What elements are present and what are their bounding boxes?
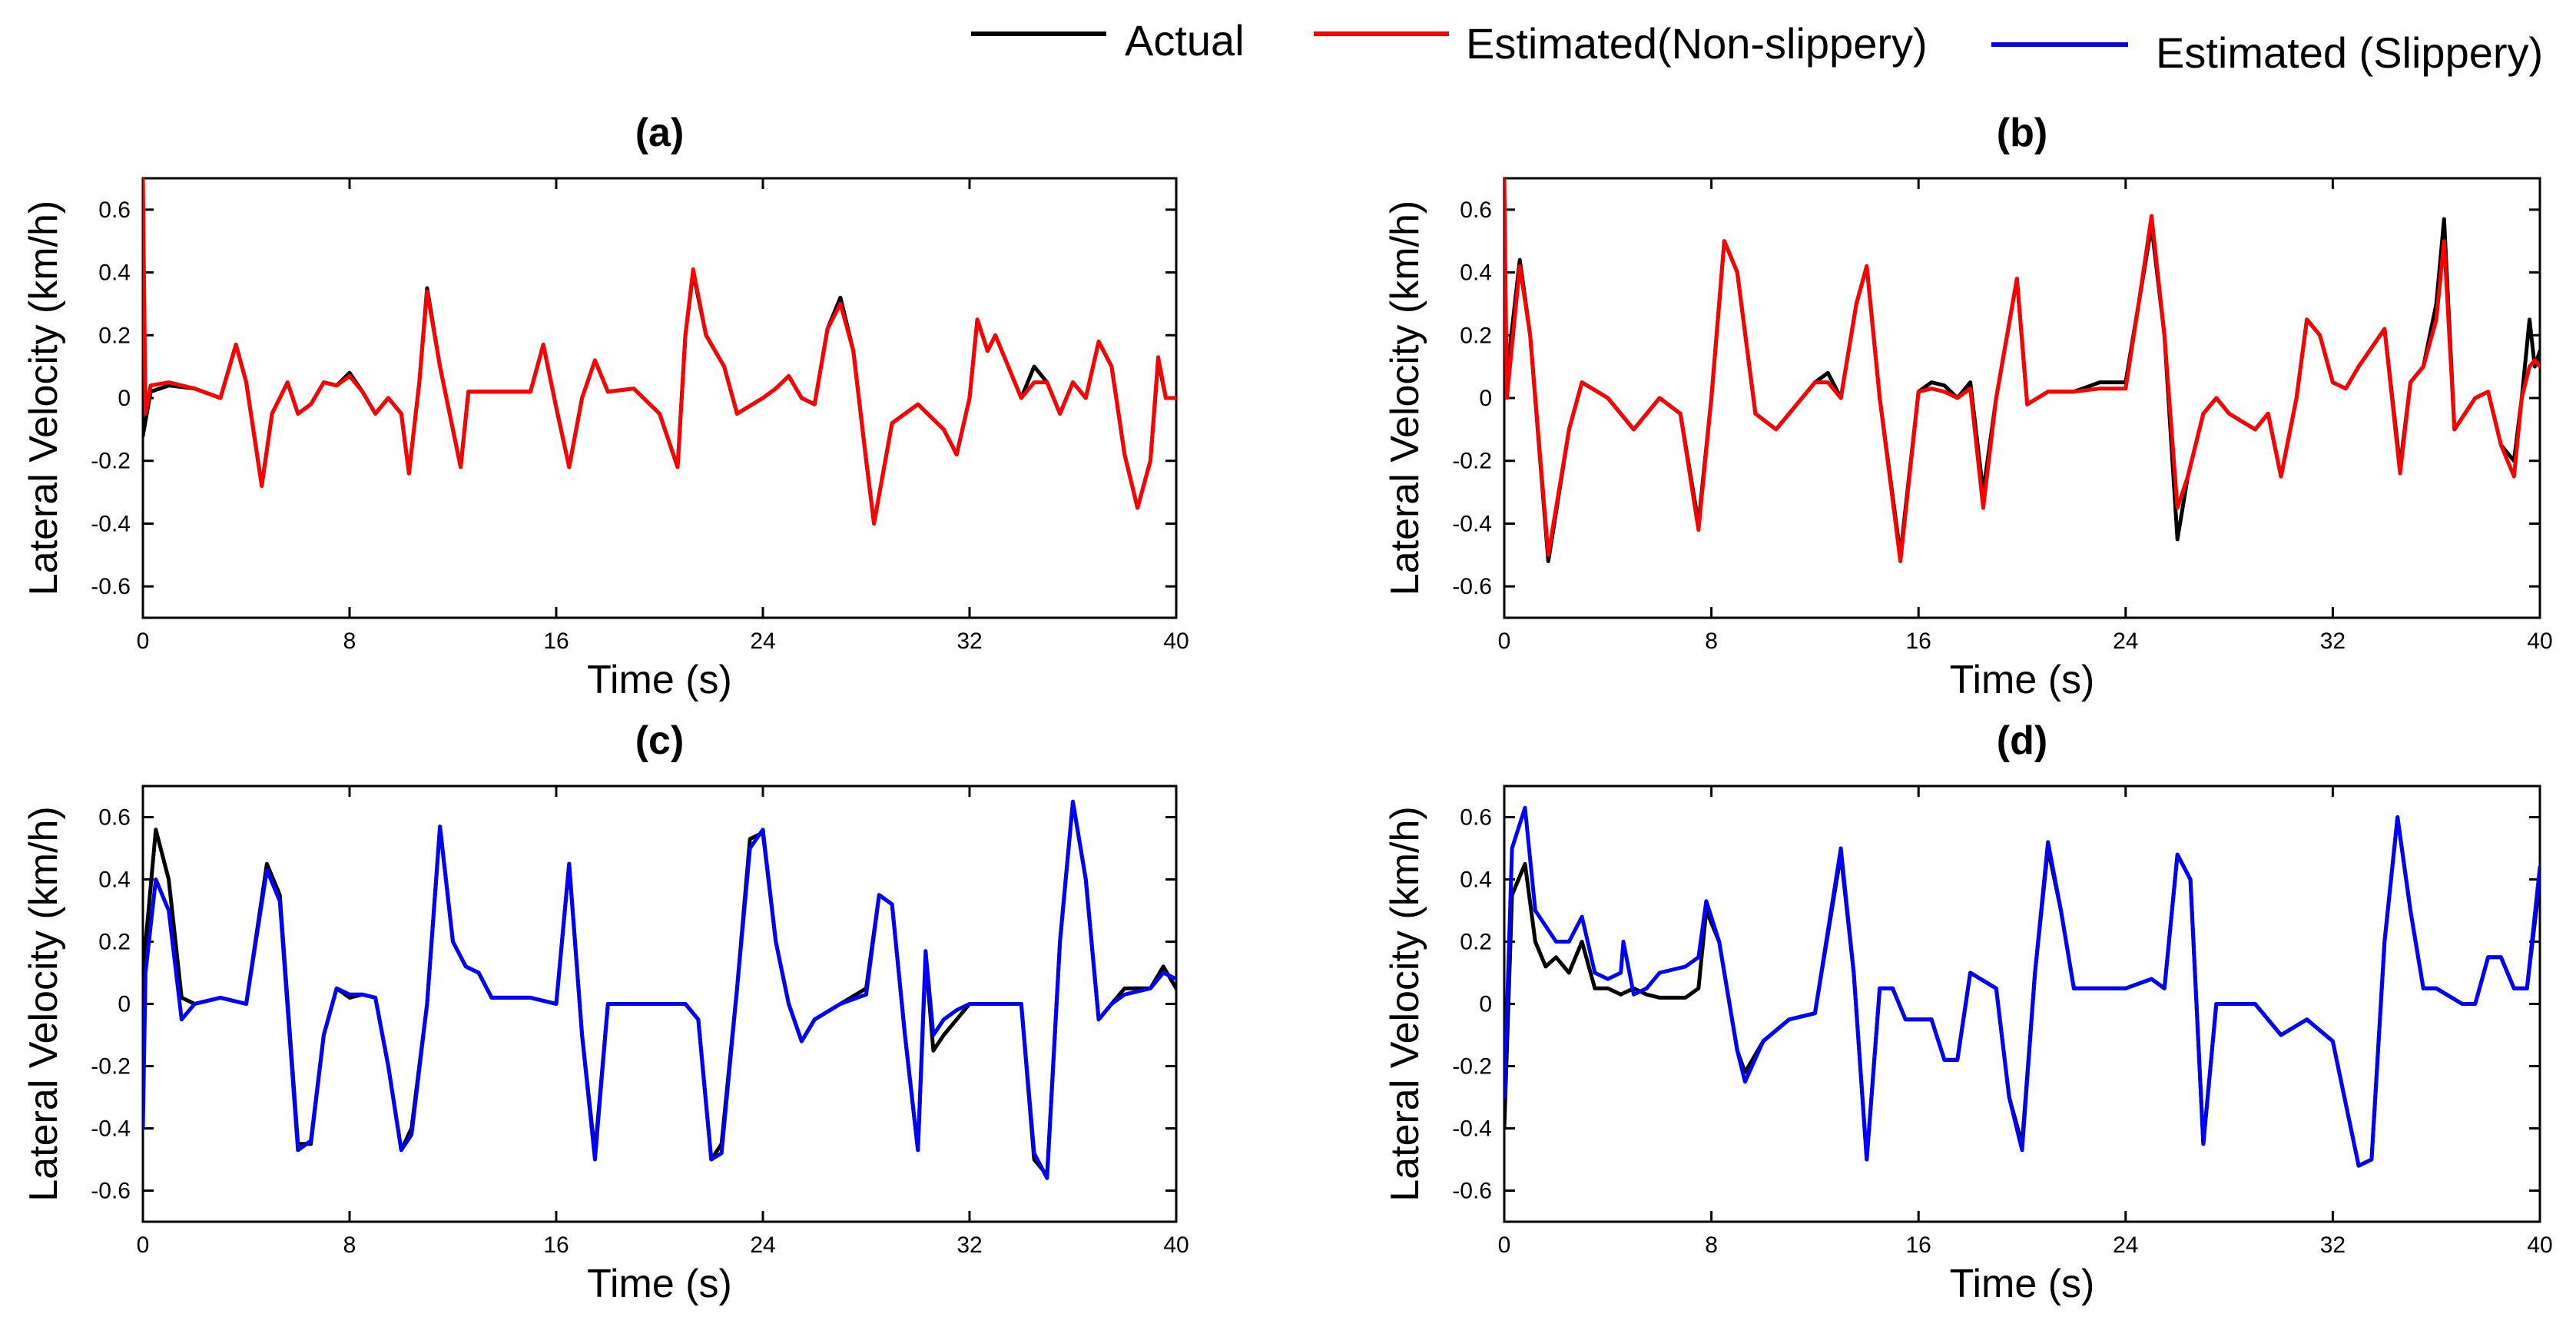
panel-a-y-tick-label: 0.2 xyxy=(98,323,131,348)
panel-b-title: (b) xyxy=(1997,111,2047,155)
panel-c-y-tick-label: -0.6 xyxy=(91,1179,131,1204)
panel-a-x-tick-label: 16 xyxy=(543,629,569,654)
panel-a-y-axis-label: Lateral Velocity (km/h) xyxy=(22,201,66,595)
panel-b-y-tick-label: -0.6 xyxy=(1452,574,1492,599)
panel-b-x-tick-label: 0 xyxy=(1498,629,1511,654)
panel-d-y-tick-label: 0.4 xyxy=(1460,868,1492,893)
panel-b-y-tick-label: 0.2 xyxy=(1460,323,1492,348)
legend-label-non-slippery: Estimated(Non-slippery) xyxy=(1466,19,1928,68)
panel-b-y-tick-label: -0.4 xyxy=(1452,511,1492,536)
panel-b-x-tick-label: 16 xyxy=(1906,629,1931,654)
panel-c-y-tick-label: 0.6 xyxy=(98,805,131,831)
panel-d-x-tick-label: 32 xyxy=(2320,1232,2346,1258)
panel-d-y-tick-label: 0.6 xyxy=(1460,805,1492,831)
panel-a-x-tick-label: 8 xyxy=(343,629,356,654)
panel-a: 0 8 16 24 32 40 -0.6 -0.4 -0.2 0 0.2 0.4 0.6 (a) Time … xyxy=(22,111,1189,702)
panel-d-y-axis-label: Lateral Velocity (km/h) xyxy=(1383,806,1427,1201)
panel-a-y-tick-label: -0.6 xyxy=(91,574,131,599)
panel-d-x-tick-label: 16 xyxy=(1906,1232,1931,1258)
panels: 0 8 16 24 32 40 -0.6 -0.4 -0.2 0 0.2 0.4 0.6 (a) Time … xyxy=(22,111,2553,1306)
panel-d-x-tick-label: 8 xyxy=(1705,1232,1718,1258)
panel-b-y-tick-label: 0.6 xyxy=(1460,197,1492,223)
panel-a-x-tick-label: 32 xyxy=(956,629,982,654)
legend-label-slippery: Estimated (Slippery) xyxy=(2156,28,2543,77)
panel-d-y-tick-label: 0.2 xyxy=(1460,930,1492,955)
panel-a-x-axis-label: Time (s) xyxy=(587,658,732,702)
panel-b-x-tick-label: 32 xyxy=(2320,629,2346,654)
panel-c-x-axis-label: Time (s) xyxy=(587,1262,732,1306)
legend: Actual Estimated(Non-slippery) Estimated… xyxy=(971,16,2543,77)
panel-c-title: (c) xyxy=(635,718,685,763)
panel-a-y-tick-label: -0.4 xyxy=(91,511,131,536)
panel-b-y-tick-label: 0.4 xyxy=(1460,260,1492,286)
panel-b-x-tick-label: 40 xyxy=(2527,629,2552,654)
panel-d-x-axis-label: Time (s) xyxy=(1950,1262,2095,1306)
panel-b: 0 8 16 24 32 40 -0.6 -0.4 -0.2 0 0.2 0.4 0.6 (b) Time … xyxy=(1383,111,2553,702)
panel-c-series-estimated-slippery xyxy=(143,799,1176,1180)
panel-a-y-tick-label: 0.6 xyxy=(98,197,131,223)
panel-d-series-estimated-slippery xyxy=(1504,805,2540,1168)
panel-a-x-tick-label: 40 xyxy=(1163,629,1189,654)
panel-b-y-axis-label: Lateral Velocity (km/h) xyxy=(1383,201,1427,595)
panel-d: 0 8 16 24 32 40 -0.6 -0.4 -0.2 0 0.2 0.4 0.6 (d) Time … xyxy=(1383,718,2553,1306)
panel-d-x-tick-label: 40 xyxy=(2527,1232,2552,1258)
panel-d-x-tick-label: 24 xyxy=(2113,1232,2138,1258)
panel-c-x-tick-label: 16 xyxy=(543,1232,569,1258)
panel-b-y-tick-label: -0.2 xyxy=(1452,449,1492,474)
panel-c-x-tick-label: 0 xyxy=(137,1232,150,1258)
panel-d-y-tick-label: -0.6 xyxy=(1452,1179,1492,1204)
panel-c-y-tick-label: 0.2 xyxy=(98,930,131,955)
panel-d-y-tick-label: -0.2 xyxy=(1452,1054,1492,1080)
panel-d-y-tick-label: -0.4 xyxy=(1452,1116,1492,1142)
panel-b-y-tick-label: 0 xyxy=(1479,386,1492,411)
panel-c-x-tick-label: 8 xyxy=(343,1232,356,1258)
panel-c-x-tick-label: 40 xyxy=(1163,1232,1189,1258)
panel-a-x-tick-label: 0 xyxy=(137,629,150,654)
legend-label-actual: Actual xyxy=(1125,16,1245,65)
panel-a-title: (a) xyxy=(635,111,685,155)
panel-a-y-tick-label: 0.4 xyxy=(98,260,131,286)
panel-d-title: (d) xyxy=(1997,718,2047,763)
panel-a-y-tick-label: -0.2 xyxy=(91,449,131,474)
panel-c-y-axis-label: Lateral Velocity (km/h) xyxy=(22,806,66,1201)
panel-c-x-tick-label: 32 xyxy=(956,1232,982,1258)
panel-a-x-tick-label: 24 xyxy=(750,629,775,654)
panel-a-series-estimated-non-slippery xyxy=(143,178,1176,526)
panel-d-plot-area xyxy=(1503,785,2541,1223)
panel-b-x-axis-label: Time (s) xyxy=(1950,658,2095,702)
panel-c-y-tick-label: 0.4 xyxy=(98,868,131,893)
panel-c-y-tick-label: -0.2 xyxy=(91,1054,131,1080)
panel-c: 0 8 16 24 32 40 -0.6 -0.4 -0.2 0 0.2 0.4 0.6 (c) Time … xyxy=(22,718,1189,1306)
panel-b-x-tick-label: 24 xyxy=(2113,629,2138,654)
panel-a-y-tick-label: 0 xyxy=(118,386,131,411)
panel-c-x-tick-label: 24 xyxy=(750,1232,775,1258)
panel-c-y-tick-label: -0.4 xyxy=(91,1116,131,1142)
panel-d-x-tick-label: 0 xyxy=(1498,1232,1511,1258)
panel-d-y-tick-label: 0 xyxy=(1479,992,1492,1017)
panel-b-series-estimated-non-slippery xyxy=(1504,178,2540,563)
panel-b-x-tick-label: 8 xyxy=(1705,629,1718,654)
panel-c-y-tick-label: 0 xyxy=(118,992,131,1017)
